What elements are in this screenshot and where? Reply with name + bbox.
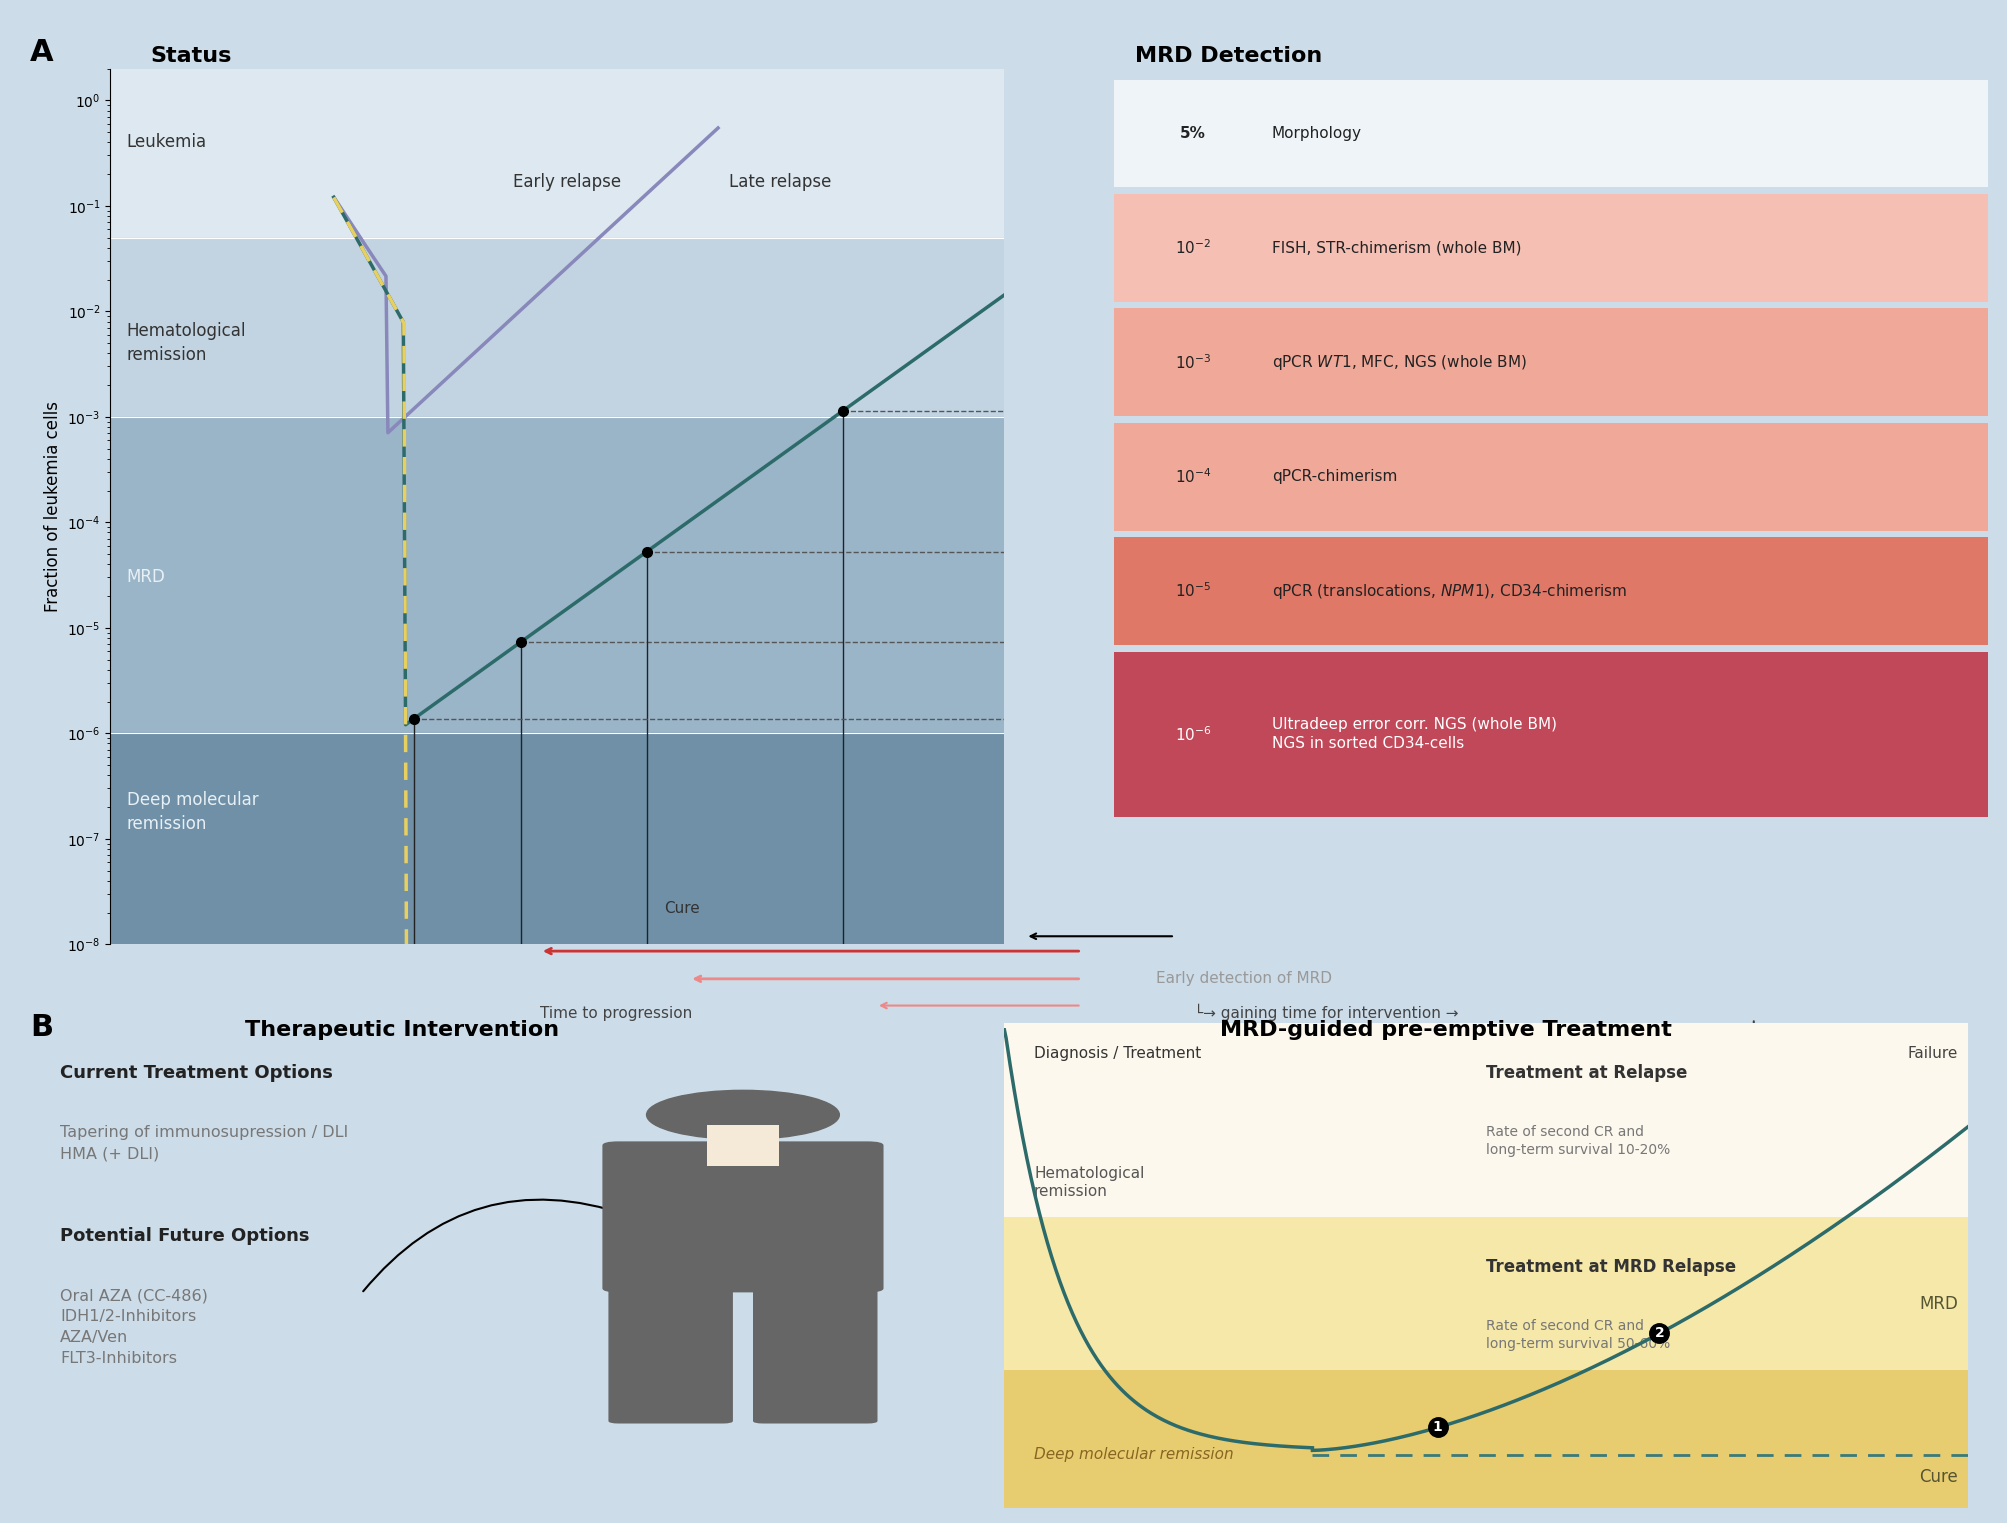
Text: MRD: MRD xyxy=(1919,1295,1957,1313)
Text: Status: Status xyxy=(151,46,233,65)
Text: Rate of second CR and
long-term survival 50-60%: Rate of second CR and long-term survival… xyxy=(1485,1319,1670,1351)
Bar xyxy=(110,238,1004,417)
Text: $10^{-3}$: $10^{-3}$ xyxy=(1174,353,1210,372)
FancyBboxPatch shape xyxy=(1114,423,1987,530)
Text: Cure: Cure xyxy=(1919,1468,1957,1486)
Text: Failure: Failure xyxy=(1907,1046,1957,1062)
Text: Early relapse: Early relapse xyxy=(512,174,620,192)
Text: $10^{-4}$: $10^{-4}$ xyxy=(1174,468,1210,486)
FancyBboxPatch shape xyxy=(1114,79,1987,187)
Text: Early detection of MRD: Early detection of MRD xyxy=(1156,972,1331,987)
Text: Rate of second CR and
long-term survival 10-20%: Rate of second CR and long-term survival… xyxy=(1485,1125,1670,1157)
Text: A: A xyxy=(30,38,54,67)
Text: Tapering of immunosupression / DLI
HMA (+ DLI): Tapering of immunosupression / DLI HMA (… xyxy=(60,1125,349,1161)
FancyBboxPatch shape xyxy=(1004,1023,1967,1217)
Text: $10^{-6}$: $10^{-6}$ xyxy=(1174,725,1210,743)
Text: Cure: Cure xyxy=(664,900,700,915)
Text: Ultradeep error corr. NGS (whole BM)
NGS in sorted CD34-cells: Ultradeep error corr. NGS (whole BM) NGS… xyxy=(1270,717,1555,751)
Text: 5%: 5% xyxy=(1180,126,1206,140)
Text: B: B xyxy=(30,1013,54,1042)
Text: qPCR $\it{WT1}$, MFC, NGS (whole BM): qPCR $\it{WT1}$, MFC, NGS (whole BM) xyxy=(1270,353,1525,372)
Text: Late relapse: Late relapse xyxy=(729,174,831,192)
FancyBboxPatch shape xyxy=(706,1125,779,1167)
Text: └→ gaining time for intervention →: └→ gaining time for intervention → xyxy=(1192,1004,1457,1022)
Text: $10^{-2}$: $10^{-2}$ xyxy=(1174,239,1210,257)
Text: Hematological
remission: Hematological remission xyxy=(1034,1167,1144,1200)
Text: Treatment at Relapse: Treatment at Relapse xyxy=(1485,1063,1686,1081)
Text: Oral AZA (CC-486)
IDH1/2-Inhibitors
AZA/Ven
FLT3-Inhibitors: Oral AZA (CC-486) IDH1/2-Inhibitors AZA/… xyxy=(60,1288,209,1366)
Text: MRD Detection: MRD Detection xyxy=(1134,46,1321,65)
Text: 2: 2 xyxy=(1654,1327,1664,1340)
Y-axis label: Fraction of leukemia cells: Fraction of leukemia cells xyxy=(44,401,62,612)
Text: Morphology: Morphology xyxy=(1270,126,1361,140)
Text: MRD-guided pre-emptive Treatment: MRD-guided pre-emptive Treatment xyxy=(1218,1020,1672,1040)
Text: FISH, STR-chimerism (whole BM): FISH, STR-chimerism (whole BM) xyxy=(1270,241,1521,256)
Text: qPCR-chimerism: qPCR-chimerism xyxy=(1270,469,1397,484)
Text: Therapeutic Intervention: Therapeutic Intervention xyxy=(245,1020,558,1040)
FancyBboxPatch shape xyxy=(1114,308,1987,416)
Text: Deep molecular remission: Deep molecular remission xyxy=(1034,1447,1232,1462)
FancyBboxPatch shape xyxy=(1004,1217,1967,1371)
FancyBboxPatch shape xyxy=(608,1281,733,1424)
Text: Potential Future Options: Potential Future Options xyxy=(60,1228,309,1246)
Text: qPCR (translocations, $\it{NPM1}$), CD34-chimerism: qPCR (translocations, $\it{NPM1}$), CD34… xyxy=(1270,582,1626,600)
Text: $10^{-5}$: $10^{-5}$ xyxy=(1174,582,1210,600)
Circle shape xyxy=(646,1090,839,1139)
Text: 1: 1 xyxy=(1433,1421,1441,1435)
FancyBboxPatch shape xyxy=(753,1281,877,1424)
FancyBboxPatch shape xyxy=(1114,193,1987,302)
Text: Diagnosis / Treatment: Diagnosis / Treatment xyxy=(1034,1046,1200,1062)
FancyBboxPatch shape xyxy=(1114,538,1987,644)
Text: Time to progression: Time to progression xyxy=(540,1007,692,1022)
Text: Hematological
remission: Hematological remission xyxy=(126,323,247,364)
Text: Current Treatment Options: Current Treatment Options xyxy=(60,1063,333,1081)
Bar xyxy=(110,733,1004,944)
Text: Leukemia: Leukemia xyxy=(126,134,207,151)
Bar xyxy=(110,417,1004,733)
FancyBboxPatch shape xyxy=(1004,1371,1967,1508)
FancyBboxPatch shape xyxy=(1114,652,1987,816)
Text: Treatment at MRD Relapse: Treatment at MRD Relapse xyxy=(1485,1258,1736,1276)
Bar xyxy=(110,69,1004,238)
Text: MRD: MRD xyxy=(126,568,165,586)
FancyBboxPatch shape xyxy=(602,1141,883,1293)
Text: Deep molecular
remission: Deep molecular remission xyxy=(126,790,259,833)
